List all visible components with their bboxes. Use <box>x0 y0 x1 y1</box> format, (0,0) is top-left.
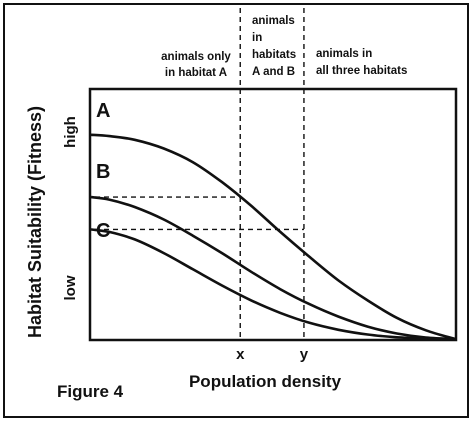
x-marker-x: x <box>236 346 245 363</box>
figure-frame <box>3 3 469 418</box>
region-label-all-line2: all three habitats <box>316 65 407 77</box>
x-marker-y: y <box>300 346 309 363</box>
region-label-a-only-line1: animals only <box>161 51 231 63</box>
curve-a <box>90 133 456 341</box>
x-axis-label: Population density <box>189 372 342 391</box>
curves <box>90 133 456 341</box>
series-label-b: B <box>96 161 110 183</box>
region-label-ab-line1: animals <box>252 15 295 27</box>
curve-c <box>90 228 456 341</box>
region-label-ab-line4: A and B <box>252 66 295 78</box>
region-label-a-only-line2: in habitat A <box>165 67 227 79</box>
region-label-ab-line2: in <box>252 32 262 44</box>
y-tick-high: high <box>62 116 79 148</box>
curve-b <box>90 195 456 341</box>
series-label-a: A <box>96 100 110 122</box>
series-label-c: C <box>96 220 110 242</box>
guide-lines <box>95 8 305 339</box>
figure-label: Figure 4 <box>57 382 124 401</box>
region-label-ab-line3: habitats <box>252 49 296 61</box>
y-axis-label: Habitat Suitability (Fitness) <box>25 106 45 338</box>
region-label-all-line1: animals in <box>316 48 372 60</box>
y-tick-low: low <box>62 275 79 300</box>
plot-area <box>88 87 458 342</box>
